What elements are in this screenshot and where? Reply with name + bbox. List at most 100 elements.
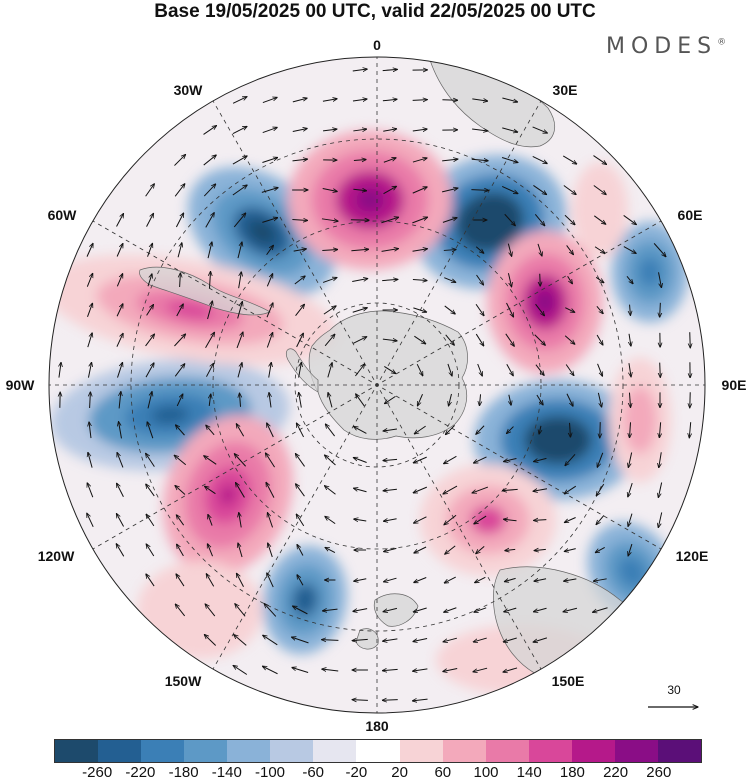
wind-vector-arrow <box>351 249 368 250</box>
wind-vector-arrow <box>689 422 690 438</box>
land-outline <box>139 266 271 316</box>
wind-vector-arrow <box>269 393 271 408</box>
wind-vector-arrow <box>535 364 544 376</box>
wind-vector-arrow <box>206 363 213 377</box>
land-outline <box>285 348 319 393</box>
wind-vector-arrow <box>325 455 336 466</box>
wind-vector-arrow <box>174 334 185 347</box>
wind-vector-arrow <box>322 640 339 641</box>
wind-vector-arrow <box>593 215 605 224</box>
wind-vector-arrow <box>207 301 213 320</box>
wind-vector-arrow <box>382 279 398 280</box>
anomaly-contour-fill <box>356 188 384 212</box>
wind-vector-arrow <box>504 213 516 225</box>
wind-vector-arrow <box>444 305 456 314</box>
wind-vector-arrow <box>321 219 338 221</box>
wind-vector-arrow <box>382 69 398 70</box>
vector-scale-label: 30 <box>667 683 681 697</box>
wind-vector-arrow <box>382 669 398 670</box>
wind-vector-arrow <box>264 604 277 617</box>
wind-vector-arrow <box>507 243 511 257</box>
wind-vector-arrow <box>443 250 456 251</box>
wind-vector-arrow <box>533 607 547 611</box>
wind-vector-arrow <box>658 482 663 497</box>
wind-vector-arrow <box>412 217 427 224</box>
wind-vector-arrow <box>352 700 368 701</box>
anomaly-contour-fill <box>137 561 263 659</box>
wind-vector-arrow <box>117 362 123 378</box>
colorbar-tick-label: -60 <box>302 764 325 781</box>
wind-vector-arrow <box>266 482 275 498</box>
wind-vector-arrow <box>89 422 91 439</box>
lon-label-150e: 150E <box>551 673 585 689</box>
wind-vector-arrow <box>537 243 542 256</box>
wind-vector-arrow <box>593 155 606 165</box>
wind-vector-arrow <box>297 575 304 586</box>
wind-vector-arrow <box>87 513 94 528</box>
wind-vector-arrow <box>444 277 455 283</box>
wind-vector-arrow <box>87 303 92 317</box>
anomaly-contour-fill <box>543 429 573 451</box>
wind-vector-arrow <box>86 273 92 287</box>
wind-vector-arrow <box>353 129 366 131</box>
wind-vector-arrow <box>535 303 545 316</box>
wind-vector-arrow <box>504 519 517 521</box>
wind-vector-arrow <box>268 362 272 378</box>
wind-vector-arrow <box>177 544 184 557</box>
colorbar-tick-label: 60 <box>434 764 452 781</box>
wind-vector-arrow <box>352 69 367 71</box>
wind-vector-arrow <box>659 452 662 467</box>
wind-vector-arrow <box>476 274 484 285</box>
anomaly-contour-fill <box>248 220 276 244</box>
wind-vector-arrow <box>690 332 691 348</box>
wind-vector-arrow <box>444 576 456 583</box>
wind-vector-arrow <box>628 452 633 468</box>
wind-vector-arrow <box>263 635 278 646</box>
wind-vector-arrow <box>445 334 455 345</box>
wind-vector-arrow <box>412 187 427 194</box>
wind-vector-arrow <box>413 669 428 671</box>
wind-vector-arrow <box>145 363 154 378</box>
wind-vector-arrow <box>475 333 483 346</box>
wind-vector-arrow <box>352 99 367 101</box>
wind-vector-arrow <box>147 422 154 439</box>
wind-vector-arrow <box>262 127 278 134</box>
wind-vector-arrow <box>237 242 242 259</box>
colorbar-swatch <box>227 740 271 762</box>
wind-vector-arrow <box>414 516 427 523</box>
wind-vector-arrow <box>322 278 337 283</box>
wind-vector-arrow <box>594 246 605 253</box>
lon-label-150w: 150W <box>164 673 202 689</box>
wind-vector-arrow <box>206 425 215 436</box>
wind-vector-arrow <box>412 100 428 101</box>
wind-vector-arrow <box>472 129 488 131</box>
brand-text: MODES <box>606 34 718 59</box>
wind-vector-arrow <box>295 304 305 317</box>
wind-vector-arrow <box>383 158 396 163</box>
anomaly-contour-fill <box>473 207 507 237</box>
wind-vector-arrow <box>293 606 308 615</box>
anomaly-contour-fill <box>618 556 646 588</box>
wind-vector-arrow <box>595 546 605 552</box>
wind-vector-arrow <box>382 99 397 101</box>
map-title: Base 19/05/2025 00 UTC, valid 22/05/2025… <box>154 1 596 22</box>
colorbar-tick-label: -140 <box>211 764 242 781</box>
wind-vector-arrow <box>502 127 517 132</box>
wind-vector-arrow <box>174 364 185 377</box>
wind-vector-arrow <box>509 394 511 405</box>
wind-vector-arrow <box>503 637 517 642</box>
wind-vector-arrow <box>87 333 92 348</box>
wind-vector-arrow <box>180 273 181 288</box>
graticule <box>49 57 705 713</box>
wind-vector-arrow <box>413 307 426 312</box>
wind-vector-arrow <box>354 427 367 434</box>
wind-vector-arrow <box>623 246 636 254</box>
wind-vector-arrow <box>563 185 576 194</box>
colorbar-tick-label: -180 <box>168 764 199 781</box>
wind-vector-arrow <box>383 489 397 491</box>
wind-vector-arrow <box>597 363 603 376</box>
wind-vector-arrow <box>232 97 247 104</box>
wind-vector-arrow <box>352 308 367 313</box>
wind-vector-arrow <box>237 363 242 378</box>
